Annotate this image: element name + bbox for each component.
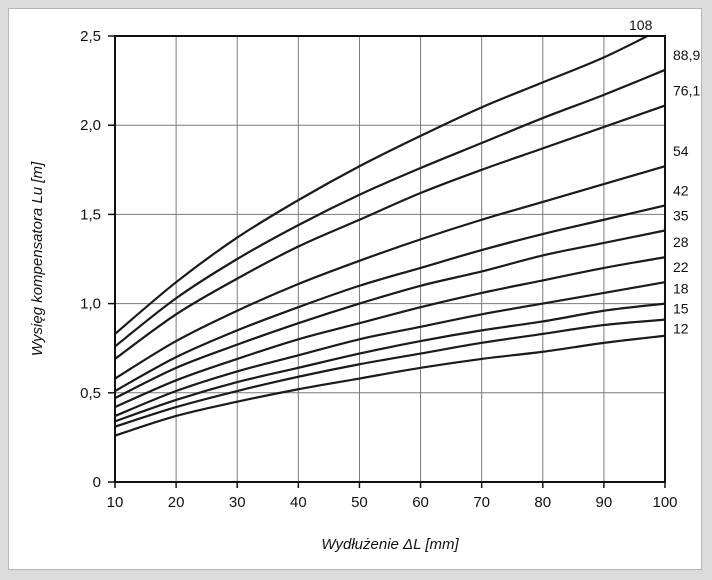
- curve-line-108: [115, 36, 650, 335]
- x-tick-label: 70: [473, 494, 490, 511]
- y-tick-label: 2,0: [80, 117, 101, 134]
- curve-label: 15: [673, 301, 689, 317]
- y-tick-label: 2,5: [80, 28, 101, 45]
- curve-label: 22: [673, 259, 689, 275]
- curve-label: 12: [673, 321, 689, 337]
- x-tick-labels: 10 20 30 40 50 60 70 80 90 100: [107, 482, 678, 511]
- curve-label: 54: [673, 143, 689, 159]
- x-tick-label: 30: [229, 494, 246, 511]
- curves: [115, 36, 665, 437]
- curve-line-54: [115, 165, 665, 380]
- y-tick-label: 0: [93, 474, 101, 491]
- curve-label: 42: [673, 182, 689, 198]
- curve-label: 28: [673, 234, 689, 250]
- curve-line-22: [115, 281, 665, 418]
- curve-line-18: [115, 302, 665, 423]
- curve-label: 88,9: [673, 47, 700, 63]
- x-tick-label: 90: [596, 494, 613, 511]
- y-tick-label: 1,5: [80, 206, 101, 223]
- curve-label: 108: [629, 17, 653, 33]
- curve-labels: 108 88,9 76,1 54 42 35 28 22 18 15 12: [629, 17, 700, 337]
- curve-line-42: [115, 204, 665, 392]
- x-tick-label: 50: [351, 494, 368, 511]
- curve-label: 76,1: [673, 83, 700, 99]
- x-axis-title: Wydłużenie ΔL [mm]: [321, 536, 459, 553]
- curve-line-12: [115, 334, 665, 437]
- y-tick-label: 1,0: [80, 296, 101, 313]
- plot-area-border: [114, 35, 666, 483]
- y-tick-labels: 0 0,5 1,0 1,5 2,0 2,5: [80, 28, 115, 491]
- x-tick-label: 80: [534, 494, 551, 511]
- x-tick-label: 10: [107, 494, 124, 511]
- chart-frame: 10 20 30 40 50 60 70 80 90 100 0 0,5 1,0 1,5 2,0 2,5 1…: [8, 8, 702, 570]
- y-tick-label: 0,5: [80, 385, 101, 402]
- curve-line-35: [115, 229, 665, 400]
- curve-line-76-1: [115, 104, 665, 360]
- curve-line-28: [115, 256, 665, 409]
- y-axis-title: Wysięg kompensatora Lu [m]: [29, 161, 46, 356]
- curve-label: 35: [673, 207, 689, 223]
- chart-svg: 10 20 30 40 50 60 70 80 90 100 0 0,5 1,0 1,5 2,0 2,5 1…: [29, 17, 700, 553]
- x-tick-label: 60: [412, 494, 429, 511]
- x-tick-label: 100: [652, 494, 677, 511]
- curve-label: 18: [673, 281, 689, 297]
- x-tick-label: 40: [290, 494, 307, 511]
- curve-line-88-9: [115, 68, 665, 348]
- curve-line-15: [115, 318, 665, 428]
- x-tick-label: 20: [168, 494, 185, 511]
